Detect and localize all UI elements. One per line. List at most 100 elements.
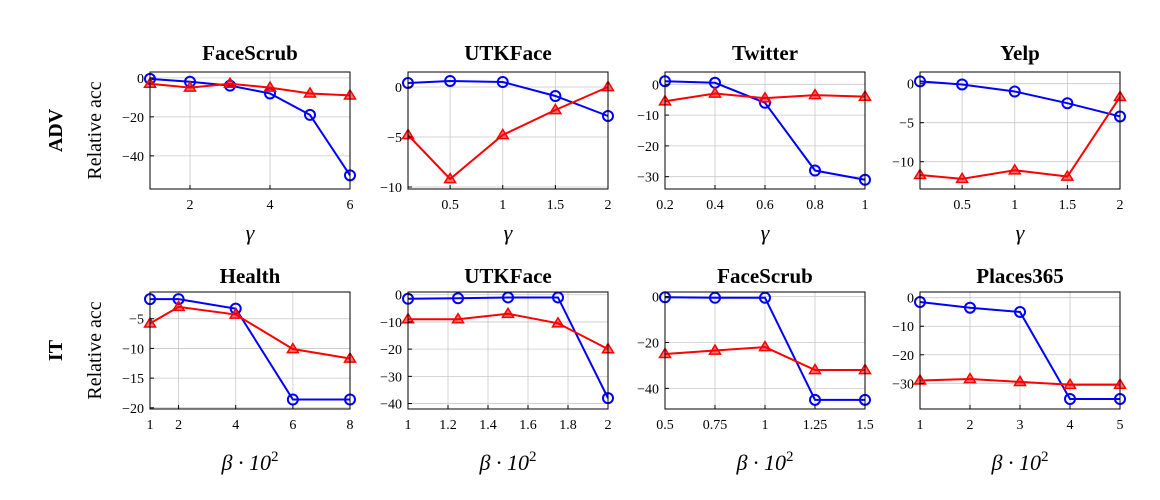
data-point-circle [809, 164, 821, 177]
y-tick-label: −30 [637, 171, 659, 186]
y-tick-label: −5 [129, 313, 144, 328]
x-tick-label: 1 [405, 418, 412, 433]
x-axis-label: γ [761, 220, 771, 245]
data-point-triangle [443, 172, 457, 184]
chart-title: Places365 [976, 264, 1063, 288]
series-line-red [408, 312, 609, 351]
series-line-blue [149, 77, 351, 176]
chart-panel-facescrub-adv: FaceScrub 2 4 6 0 −20 −40 γ [122, 41, 357, 245]
series-line-blue [150, 298, 350, 401]
x-tick-label: 2 [175, 418, 182, 433]
y-axis-label: Relative acc [84, 301, 106, 399]
y-tick-label: −30 [892, 377, 914, 392]
x-tick-label: 1 [499, 198, 506, 213]
y-tick-label: −20 [380, 343, 402, 358]
x-tick-label: 4 [232, 418, 239, 433]
y-tick-label: −30 [380, 370, 402, 385]
grid [408, 72, 609, 189]
x-tick-label: 1.2 [439, 418, 457, 433]
row-label-adv: ADV Relative acc [45, 81, 106, 179]
plot-frame [407, 291, 609, 410]
x-tick-label: 0.4 [706, 198, 724, 213]
x-tick-label: 3 [1017, 418, 1024, 433]
chart-panel-yelp-adv: Yelp 0.5 1 1.5 2 0 −5 −10 γ [892, 41, 1127, 245]
data-point-circle [286, 393, 299, 406]
data-point-circle [1061, 97, 1074, 110]
data-point-circle [452, 292, 464, 305]
x-axis-label: γ [504, 220, 514, 245]
y-tick-label: −20 [637, 336, 659, 351]
data-point-triangle [451, 312, 465, 324]
grid [919, 292, 1121, 409]
chart-title: UTKFace [464, 41, 551, 65]
data-point-triangle [808, 88, 822, 100]
x-tick-label: 1.25 [803, 418, 828, 433]
x-tick-label: 1 [762, 418, 769, 433]
data-point-circle [759, 291, 771, 304]
panels: FaceScrub 2 4 6 0 −20 −40 γ UTKFace 0.5 1 1.5 2 0 −5 −1… [122, 41, 1127, 475]
data-point-triangle [223, 76, 237, 89]
chart-panel-twitter-adv: Twitter 0.2 0.4 0.6 0.8 1 0 −10 −20 −30 γ [637, 41, 872, 245]
data-point-triangle [1007, 163, 1022, 175]
y-tick-label: −20 [892, 349, 914, 364]
series-red [658, 86, 872, 106]
data-point-circle [956, 78, 969, 91]
series-line-blue [919, 300, 1120, 401]
x-tick-label: 0.8 [806, 198, 824, 213]
y-tick-label: −10 [892, 320, 914, 335]
series-line-blue [664, 80, 866, 181]
plot-frame [919, 71, 1121, 190]
data-point-circle [709, 291, 721, 304]
data-point-triangle [808, 363, 822, 375]
chart-panel-places365-it: Places365 1 2 3 4 5 0 −10 −20 −30 β · 102 [892, 264, 1127, 475]
chart-panel-utkface-adv: UTKFace 0.5 1 1.5 2 0 −5 −10 γ [380, 41, 615, 245]
y-tick-label: −20 [122, 402, 144, 417]
x-tick-label: 0.5 [656, 418, 674, 433]
x-tick-label: 2 [967, 418, 974, 433]
x-tick-label: 1 [1011, 198, 1018, 213]
series-blue [914, 75, 1126, 123]
x-tick-label: 1 [917, 418, 924, 433]
series-red [913, 372, 1127, 390]
row-labels: ADV Relative acc IT Relative acc [45, 81, 106, 399]
x-tick-label: 8 [347, 418, 354, 433]
x-axis-label: β · 102 [736, 449, 794, 475]
x-tick-label: 0.5 [953, 198, 971, 213]
data-point-circle [1014, 305, 1026, 318]
y-tick-label: −10 [122, 342, 144, 357]
y-tick-label: −40 [380, 398, 402, 413]
y-tick-label: 0 [137, 72, 144, 87]
x-axis-label: γ [1016, 220, 1026, 245]
x-tick-label: 2 [1117, 198, 1124, 213]
x-tick-label: 6 [289, 418, 296, 433]
x-tick-label: 1.6 [519, 418, 537, 433]
y-tick-label: 0 [395, 81, 402, 96]
x-tick-label: 5 [1117, 418, 1124, 433]
data-point-circle [1008, 85, 1021, 98]
data-point-circle [964, 301, 976, 314]
data-point-triangle [501, 306, 515, 319]
row-label-it: IT Relative acc [45, 301, 106, 399]
data-point-triangle [495, 128, 510, 140]
x-tick-label: 1.5 [547, 198, 565, 213]
chart-panel-utkface-it: UTKFace 1 1.2 1.4 1.6 1.8 2 0 −10 −20 −30 −40 β · 10… [380, 264, 615, 475]
series-line-blue [664, 296, 865, 401]
x-tick-label: 6 [347, 198, 354, 213]
series-blue [144, 72, 356, 182]
x-tick-label: 0.5 [441, 198, 459, 213]
x-axis-label: β · 102 [991, 449, 1049, 475]
data-point-triangle [955, 171, 969, 184]
data-point-triangle [171, 299, 186, 312]
y-tick-label: 0 [652, 78, 659, 93]
chart-title: FaceScrub [202, 41, 298, 65]
x-tick-label: 4 [1067, 418, 1074, 433]
x-tick-label: 0.75 [703, 418, 728, 433]
grid [664, 72, 866, 189]
chart-title: UTKFace [464, 264, 551, 288]
x-axis-label: γ [246, 220, 256, 245]
x-tick-label: 1 [862, 198, 869, 213]
chart-panel-facescrub-it: FaceScrub 0.5 0.75 1 1.25 1.5 0 −20 −40 β · 102 [637, 264, 874, 475]
x-tick-label: 1.5 [856, 418, 874, 433]
y-tick-label: 0 [907, 78, 914, 93]
